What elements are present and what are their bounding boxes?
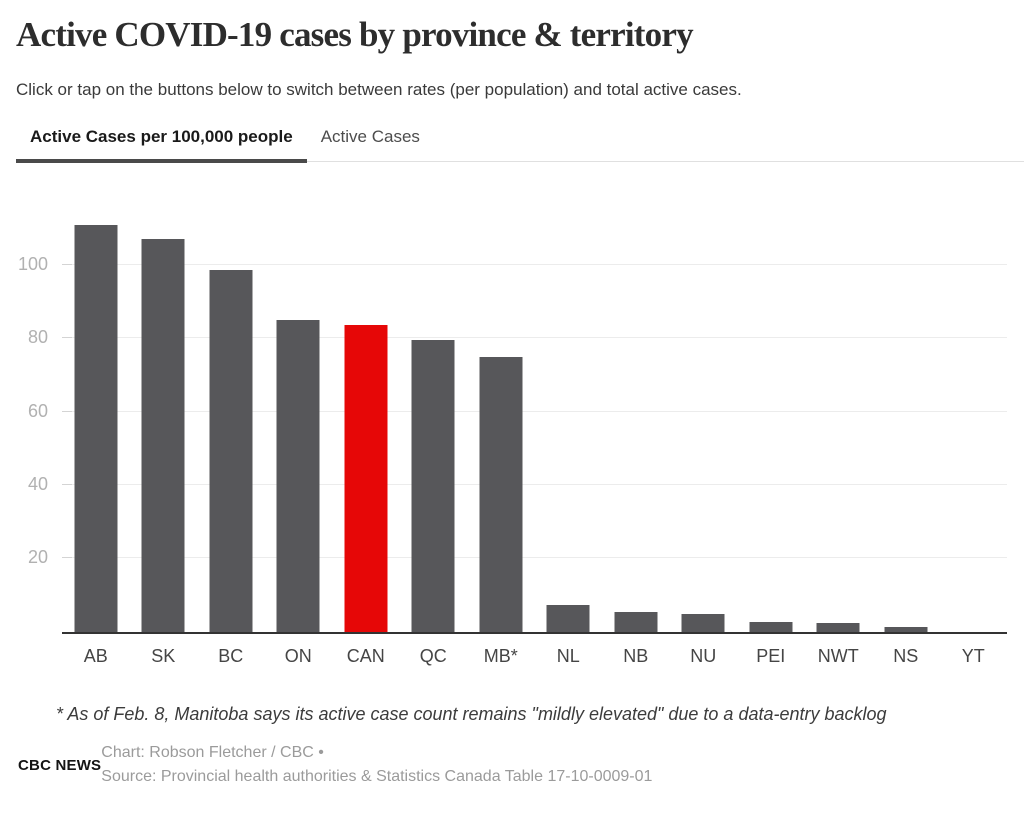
credit-chart-author: Chart: Robson Fletcher / CBC • (101, 743, 324, 761)
x-axis-label-SK: SK (151, 645, 176, 666)
x-axis-label-QC: QC (419, 645, 447, 666)
bar-QC[interactable] (411, 340, 455, 632)
bar-SK[interactable] (141, 239, 185, 632)
y-axis-label-20: 20 (27, 547, 48, 568)
bar-MB[interactable] (479, 356, 523, 632)
x-axis-label-NU: NU (690, 645, 717, 666)
bar-NWT[interactable] (816, 623, 860, 632)
gridline-20 (62, 557, 1007, 559)
bar-BC[interactable] (209, 270, 253, 632)
page-subtitle: Click or tap on the buttons below to swi… (16, 79, 742, 99)
y-axis-label-100: 100 (17, 253, 48, 274)
tab-rate-per-100k-label: Active Cases per 100,000 people (30, 126, 293, 146)
manitoba-footnote: * As of Feb. 8, Manitoba says its active… (56, 703, 887, 724)
footer: CBC NEWS Chart: Robson Fletcher / CBC • … (18, 741, 1024, 791)
gridline-60 (62, 410, 1007, 412)
x-axis-label-CAN: CAN (346, 645, 385, 666)
x-axis-label-NL: NL (556, 645, 580, 666)
gridline-80 (62, 337, 1007, 339)
bar-CAN[interactable] (344, 325, 388, 632)
chart-credits: Chart: Robson Fletcher / CBC • Source: P… (101, 741, 652, 791)
y-tick-100 (62, 263, 72, 265)
y-axis-label-80: 80 (27, 327, 48, 348)
bar-ON[interactable] (276, 319, 320, 632)
tab-bar: Active Cases per 100,000 people Active C… (16, 123, 1024, 163)
y-axis-label-60: 60 (27, 400, 48, 421)
bar-NS[interactable] (884, 627, 928, 632)
bar-chart-plot-area: 20 40 60 80 100 AB SK BC ON CAN QC MB* NL NB NU PEI NWT N… (18, 194, 1007, 666)
tab-total-cases-label: Active Cases (320, 126, 420, 146)
x-axis-label-PEI: PEI (756, 645, 786, 666)
x-axis-label-AB: AB (83, 645, 108, 666)
tab-total-cases[interactable]: Active Cases (307, 123, 434, 161)
bar-PEI[interactable] (749, 622, 793, 632)
bar-NB[interactable] (614, 612, 658, 632)
bar-NL[interactable] (546, 605, 590, 632)
x-axis-label-ON: ON (284, 645, 312, 666)
bar-AB[interactable] (74, 224, 118, 632)
tab-rate-per-100k[interactable]: Active Cases per 100,000 people (16, 123, 307, 163)
page-title: Active COVID-19 cases by province & terr… (16, 15, 694, 54)
bar-NU[interactable] (681, 613, 725, 632)
x-axis-label-NWT: NWT (817, 645, 859, 666)
y-tick-40 (62, 483, 72, 485)
y-tick-20 (62, 557, 72, 559)
x-axis-label-BC: BC (218, 645, 244, 666)
y-tick-60 (62, 410, 72, 412)
y-tick-80 (62, 337, 72, 339)
y-axis-label-40: 40 (27, 473, 48, 494)
cbc-news-logo: CBC NEWS (18, 756, 102, 774)
x-axis-label-YT: YT (961, 645, 985, 666)
x-axis-label-NS: NS (893, 645, 919, 666)
x-axis-label-MB: MB* (483, 645, 518, 666)
gridline-40 (62, 483, 1007, 485)
gridline-100 (62, 263, 1007, 265)
credit-source: Source: Provincial health authorities & … (101, 768, 653, 786)
x-axis-label-NB: NB (623, 645, 649, 666)
